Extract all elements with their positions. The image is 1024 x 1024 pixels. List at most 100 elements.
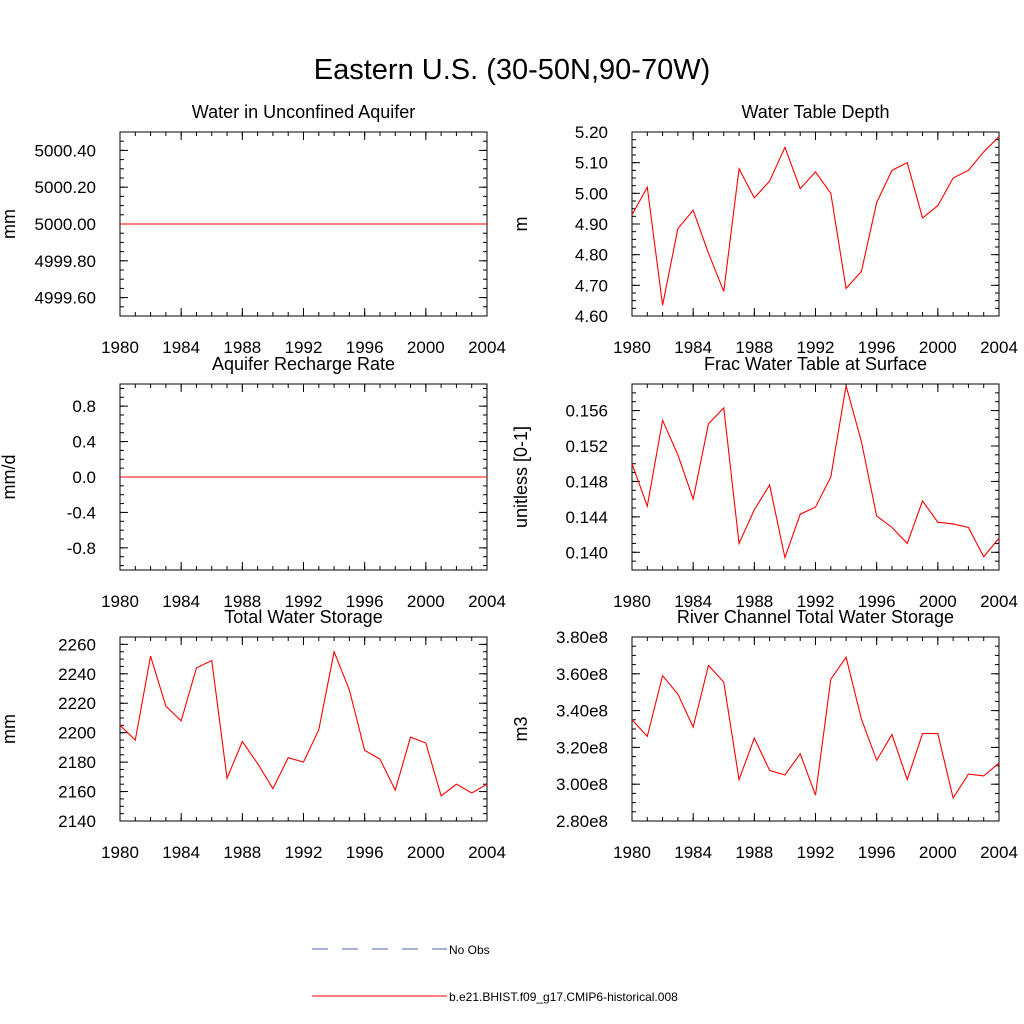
plot-frame	[631, 383, 1000, 571]
y-tick-label: 5000.40	[35, 141, 96, 160]
x-tick-label: 1984	[674, 592, 712, 611]
x-tick-label: 2000	[919, 592, 957, 611]
x-tick-label: 1984	[674, 338, 712, 357]
x-tick-label: 1984	[674, 843, 712, 862]
y-tick-label: 0.4	[72, 433, 96, 452]
x-tick-label: 1996	[858, 338, 896, 357]
x-tick-label: 1996	[858, 843, 896, 862]
y-tick-label: 5.20	[575, 123, 608, 142]
x-tick-label: 1996	[346, 592, 384, 611]
x-tick-label: 2004	[468, 592, 506, 611]
y-tick-label: 0.148	[565, 472, 608, 491]
x-tick-label: 1996	[858, 592, 896, 611]
panel-title: Frac Water Table at Surface	[704, 354, 927, 374]
x-tick-label: 1980	[613, 843, 651, 862]
x-tick-label: 1992	[797, 592, 835, 611]
x-tick-label: 1988	[735, 843, 773, 862]
y-tick-label: 2180	[58, 753, 96, 772]
y-tick-label: 4.90	[575, 215, 608, 234]
y-tick-label: 4999.60	[35, 289, 96, 308]
x-tick-label: 1988	[735, 592, 773, 611]
y-tick-label: 2140	[58, 812, 96, 831]
y-tick-label: 0.156	[565, 402, 608, 421]
x-tick-label: 1988	[735, 338, 773, 357]
y-tick-label: 3.00e8	[556, 775, 608, 794]
legend-entry-no-obs: No Obs	[312, 943, 490, 957]
panel-title: Water Table Depth	[741, 102, 889, 122]
y-tick-label: 5.00	[575, 184, 608, 203]
x-tick-label: 1980	[613, 592, 651, 611]
chart-panel-5: 1980 1984 1988 1992 1996 2000 2004 2140 2160 2180…	[0, 607, 506, 862]
y-tick-label: 5000.00	[35, 215, 96, 234]
y-tick-label: 0.8	[72, 397, 96, 416]
panel-title: Aquifer Recharge Rate	[212, 354, 395, 374]
x-tick-label: 1984	[162, 843, 200, 862]
y-tick-label: 2200	[58, 724, 96, 743]
data-series-line	[119, 649, 488, 797]
x-tick-label: 1996	[346, 338, 384, 357]
x-tick-label: 2000	[407, 592, 445, 611]
chart-panel-4: 1980 1984 1988 1992 1996 2000 2004 0.140 0.144 0.…	[511, 354, 1018, 611]
y-tick-label: 4999.80	[35, 252, 96, 271]
data-series-line	[631, 136, 1000, 306]
y-tick-label: 0.140	[565, 543, 608, 562]
x-tick-label: 2004	[980, 338, 1018, 357]
chart-panel-6: 1980 1984 1988 1992 1996 2000 2004 2.80e8 3.00e8…	[511, 607, 1018, 862]
y-tick-label: 3.60e8	[556, 665, 608, 684]
x-tick-label: 1980	[101, 592, 139, 611]
y-tick-label: 3.20e8	[556, 738, 608, 757]
y-tick-label: 4.60	[575, 307, 608, 326]
y-axis-label: mm/d	[0, 455, 19, 500]
x-tick-label: 1984	[162, 592, 200, 611]
y-tick-label: 2260	[58, 635, 96, 654]
legend: No Obs b.e21.BHIST.f09_g17.CMIP6-historic…	[312, 943, 678, 1004]
y-axis-label: mm	[0, 209, 19, 239]
x-tick-label: 2004	[468, 843, 506, 862]
x-tick-label: 1996	[346, 843, 384, 862]
x-tick-label: 2004	[980, 592, 1018, 611]
panel-title: River Channel Total Water Storage	[677, 607, 954, 627]
y-tick-label: -0.4	[67, 503, 96, 522]
x-tick-label: 2000	[919, 338, 957, 357]
y-tick-label: 5000.20	[35, 178, 96, 197]
x-tick-label: 1992	[285, 338, 323, 357]
figure-title: Eastern U.S. (30-50N,90-70W)	[313, 54, 711, 86]
x-tick-label: 1992	[797, 843, 835, 862]
y-tick-label: 2.80e8	[556, 812, 608, 831]
y-axis-label: m	[511, 217, 531, 232]
panel-title: Total Water Storage	[224, 607, 382, 627]
x-tick-label: 1992	[797, 338, 835, 357]
x-tick-label: 1980	[101, 843, 139, 862]
y-tick-label: 2240	[58, 665, 96, 684]
x-tick-label: 2000	[407, 338, 445, 357]
x-tick-label: 1988	[223, 592, 261, 611]
y-axis-label: mm	[0, 714, 19, 744]
chart-panel-2: 1980 1984 1988 1992 1996 2000 2004 4.60 4.70 4.80…	[511, 102, 1018, 357]
legend-label-model: b.e21.BHIST.f09_g17.CMIP6-historical.008	[449, 990, 678, 1004]
y-tick-label: 4.70	[575, 276, 608, 295]
x-tick-label: 1984	[162, 338, 200, 357]
y-tick-label: 2220	[58, 694, 96, 713]
y-tick-label: 4.80	[575, 246, 608, 265]
x-tick-label: 1980	[613, 338, 651, 357]
y-tick-label: 0.152	[565, 437, 608, 456]
x-tick-label: 1988	[223, 843, 261, 862]
x-tick-label: 2000	[919, 843, 957, 862]
x-tick-label: 2004	[468, 338, 506, 357]
y-tick-label: 3.80e8	[556, 628, 608, 647]
data-series-line	[631, 385, 1000, 560]
y-tick-label: 2160	[58, 783, 96, 802]
y-tick-label: 0.144	[565, 508, 608, 527]
y-axis-label: m3	[511, 716, 531, 741]
y-tick-label: 5.10	[575, 154, 608, 173]
x-tick-label: 1992	[285, 592, 323, 611]
panel-title: Water in Unconfined Aquifer	[192, 102, 415, 122]
data-series-line	[631, 655, 1000, 800]
plot-frame	[119, 636, 488, 822]
y-tick-label: 3.40e8	[556, 702, 608, 721]
legend-label-no-obs: No Obs	[449, 943, 490, 957]
x-tick-label: 1992	[285, 843, 323, 862]
y-tick-label: 0.0	[72, 468, 96, 487]
x-tick-label: 2004	[980, 843, 1018, 862]
